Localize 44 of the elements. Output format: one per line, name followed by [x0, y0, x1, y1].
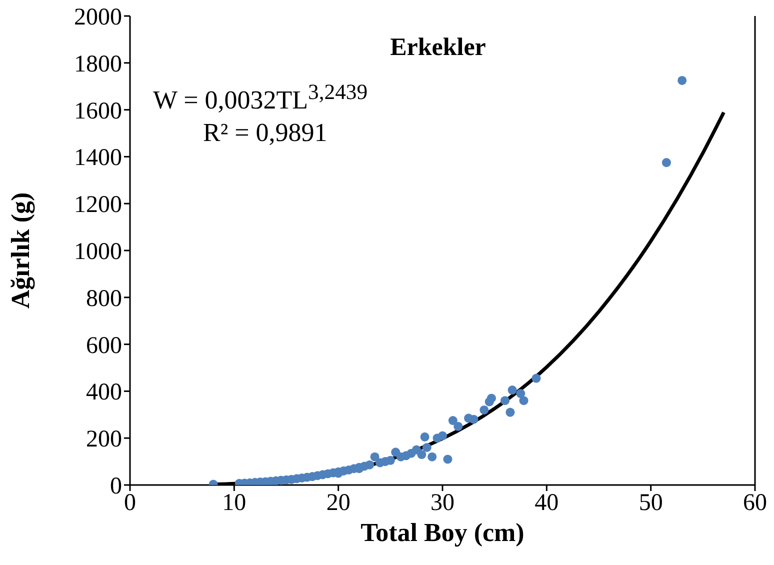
y-tick-label: 800: [86, 286, 122, 312]
point: [420, 432, 430, 442]
y-tick-label: 1000: [74, 239, 122, 266]
point: [486, 394, 496, 403]
point: [519, 396, 528, 406]
point: [438, 431, 448, 440]
y-tick-label: 1400: [74, 145, 122, 172]
point: [386, 456, 395, 465]
y-tick-label: 200: [86, 426, 122, 453]
y-tick-label: 1800: [74, 51, 122, 78]
point: [370, 452, 380, 462]
point: [469, 414, 478, 424]
point: [516, 389, 526, 398]
point: [508, 386, 517, 395]
x-axis-title: Total Boy (cm): [360, 518, 524, 547]
y-tick-label: 1200: [74, 192, 122, 218]
y-tick-label: 400: [86, 380, 122, 406]
y-tick-label: 2000: [74, 4, 122, 31]
annotation: W = 0,0032TL$^{3,2439}$: [153, 80, 368, 116]
y-tick-label: 600: [86, 332, 122, 359]
point: [454, 422, 463, 431]
point: [532, 374, 541, 383]
point: [417, 450, 426, 460]
y-axis-title: Ağırlık (g): [6, 192, 36, 309]
y-tick-label: 1600: [74, 98, 122, 124]
point: [448, 416, 458, 426]
x-tick-label: 40: [534, 490, 559, 516]
text: Erkekler: [389, 34, 487, 62]
x-tick-label: 10: [222, 490, 246, 516]
point: [422, 442, 432, 452]
point: [500, 396, 510, 406]
point: [480, 405, 489, 414]
point: [365, 460, 374, 470]
x-tick-label: 50: [638, 490, 663, 516]
x-tick-label: 60: [743, 490, 767, 516]
annotation: R² = 0,9891: [203, 118, 328, 148]
y-tick-label: 0: [110, 474, 122, 500]
point: [428, 452, 437, 462]
point: [443, 454, 452, 464]
point: [678, 76, 687, 85]
point: [506, 408, 515, 417]
x-tick-label: 30: [430, 490, 454, 516]
point: [662, 158, 671, 168]
x-tick-label: 20: [326, 490, 350, 516]
